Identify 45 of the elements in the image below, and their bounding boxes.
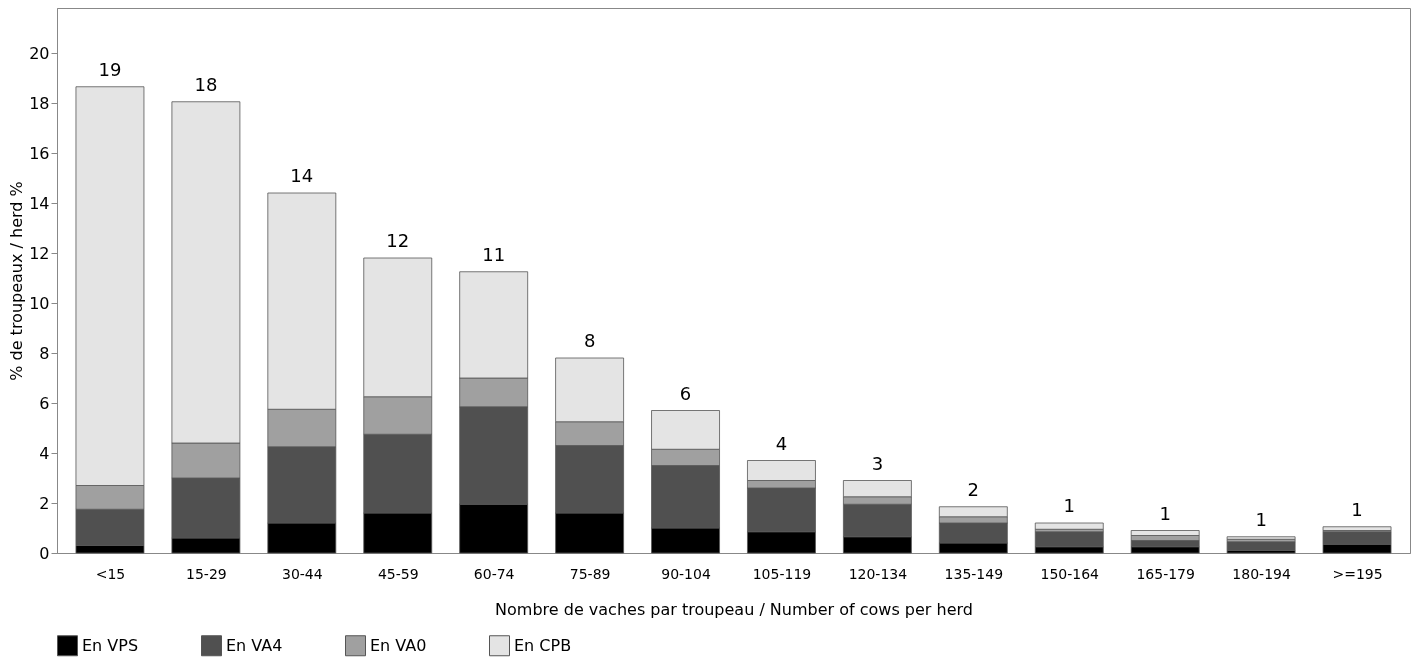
y-tick-label: 6 bbox=[39, 393, 50, 413]
x-tick-label: 165-179 bbox=[1136, 565, 1195, 582]
legend-label: En VPS bbox=[82, 635, 139, 655]
total-label: 1 bbox=[1351, 498, 1363, 520]
x-tick-label: <15 bbox=[95, 565, 126, 582]
y-tick-label: 2 bbox=[39, 493, 50, 513]
total-label: 4 bbox=[775, 432, 788, 454]
y-tick-label: 12 bbox=[29, 243, 50, 263]
y-tick-label: 18 bbox=[29, 93, 50, 113]
total-label: 18 bbox=[194, 73, 218, 95]
x-tick-label: 90-104 bbox=[661, 565, 711, 582]
x-tick-label: 45-59 bbox=[377, 565, 419, 582]
y-tick-label: 0 bbox=[39, 543, 50, 563]
legend-label: En CPB bbox=[514, 635, 572, 655]
total-label: 1 bbox=[1159, 502, 1171, 524]
total-label: 8 bbox=[583, 330, 596, 351]
x-tick-label: 75-89 bbox=[569, 565, 611, 582]
total-label: 19 bbox=[98, 58, 122, 80]
y-tick-label: 10 bbox=[29, 293, 50, 313]
total-label: 14 bbox=[290, 165, 314, 186]
x-tick-label: 105-119 bbox=[752, 565, 812, 582]
x-tick-label: 60-74 bbox=[473, 565, 515, 582]
x-tick-label: 135-149 bbox=[944, 565, 1004, 582]
total-label: 2 bbox=[967, 478, 980, 500]
legend-label: En VA4 bbox=[226, 635, 283, 655]
y-tick-label: 8 bbox=[39, 343, 50, 363]
x-tick-label: 180-194 bbox=[1232, 565, 1291, 582]
total-label: 12 bbox=[386, 230, 410, 251]
y-tick-label: 14 bbox=[29, 193, 50, 213]
x-tick-label: 30-44 bbox=[281, 565, 323, 582]
x-tick-label: 15-29 bbox=[186, 565, 227, 582]
total-label: 1 bbox=[1063, 495, 1075, 516]
x-tick-label: >=195 bbox=[1332, 565, 1383, 582]
total-label: 6 bbox=[679, 382, 692, 404]
x-tick-label: 120-134 bbox=[848, 565, 908, 582]
total-label: 11 bbox=[482, 243, 506, 265]
x-tick-label: 150-164 bbox=[1040, 565, 1100, 582]
legend-label: En VA0 bbox=[370, 635, 427, 655]
y-tick-label: 20 bbox=[29, 43, 50, 63]
y-tick-label: 4 bbox=[39, 443, 50, 463]
total-label: 1 bbox=[1255, 508, 1267, 530]
y-axis-title: % de troupeaux / herd % bbox=[7, 181, 27, 381]
total-label: 3 bbox=[871, 452, 884, 474]
y-tick-label: 16 bbox=[29, 143, 50, 163]
x-axis-title: Nombre de vaches par troupeau / Number of cows per herd bbox=[495, 599, 973, 619]
